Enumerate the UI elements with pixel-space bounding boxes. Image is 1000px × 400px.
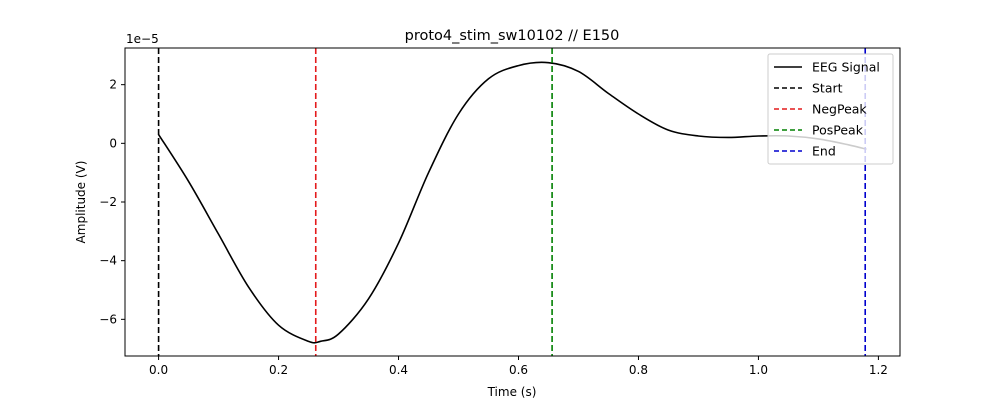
x-tick-label: 0.8	[629, 363, 648, 377]
y-axis-offset-label: 1e−5	[126, 32, 159, 46]
legend-label: PosPeak	[812, 123, 864, 138]
y-tick-label: −4	[99, 254, 117, 268]
y-tick-label: 0	[109, 136, 117, 150]
legend-label: Start	[812, 81, 843, 96]
legend-box	[767, 53, 894, 165]
x-tick-label: 0.4	[389, 363, 408, 377]
y-tick-label: −6	[99, 312, 117, 326]
x-axis-label: Time (s)	[487, 385, 537, 399]
legend: EEG Signal Start NegPeak PosPeak End	[767, 53, 894, 165]
y-tick-label: −2	[99, 195, 117, 209]
legend-label: End	[812, 144, 836, 159]
legend-label: NegPeak	[812, 102, 867, 117]
series-line-eeg-signal	[157, 61, 867, 344]
chart-title: proto4_stim_sw10102 // E150	[405, 28, 620, 44]
x-axis: 0.0 0.2 0.4 0.6 0.8 1.0 1.2	[149, 356, 888, 377]
x-tick-label: 0.0	[149, 363, 168, 377]
legend-items: EEG Signal Start NegPeak PosPeak End	[774, 60, 880, 159]
y-axis: −6 −4 −2 0 2	[99, 78, 125, 326]
x-tick-label: 0.2	[269, 363, 288, 377]
x-tick-label: 0.6	[509, 363, 528, 377]
y-axis-label: Amplitude (V)	[74, 161, 88, 244]
y-tick-label: 2	[109, 78, 117, 92]
series-layer	[157, 61, 867, 344]
marker-layer	[157, 48, 867, 356]
legend-label: EEG Signal	[812, 60, 880, 75]
x-tick-label: 1.0	[749, 363, 768, 377]
x-tick-label: 1.2	[869, 363, 888, 377]
plot-area	[124, 47, 901, 357]
